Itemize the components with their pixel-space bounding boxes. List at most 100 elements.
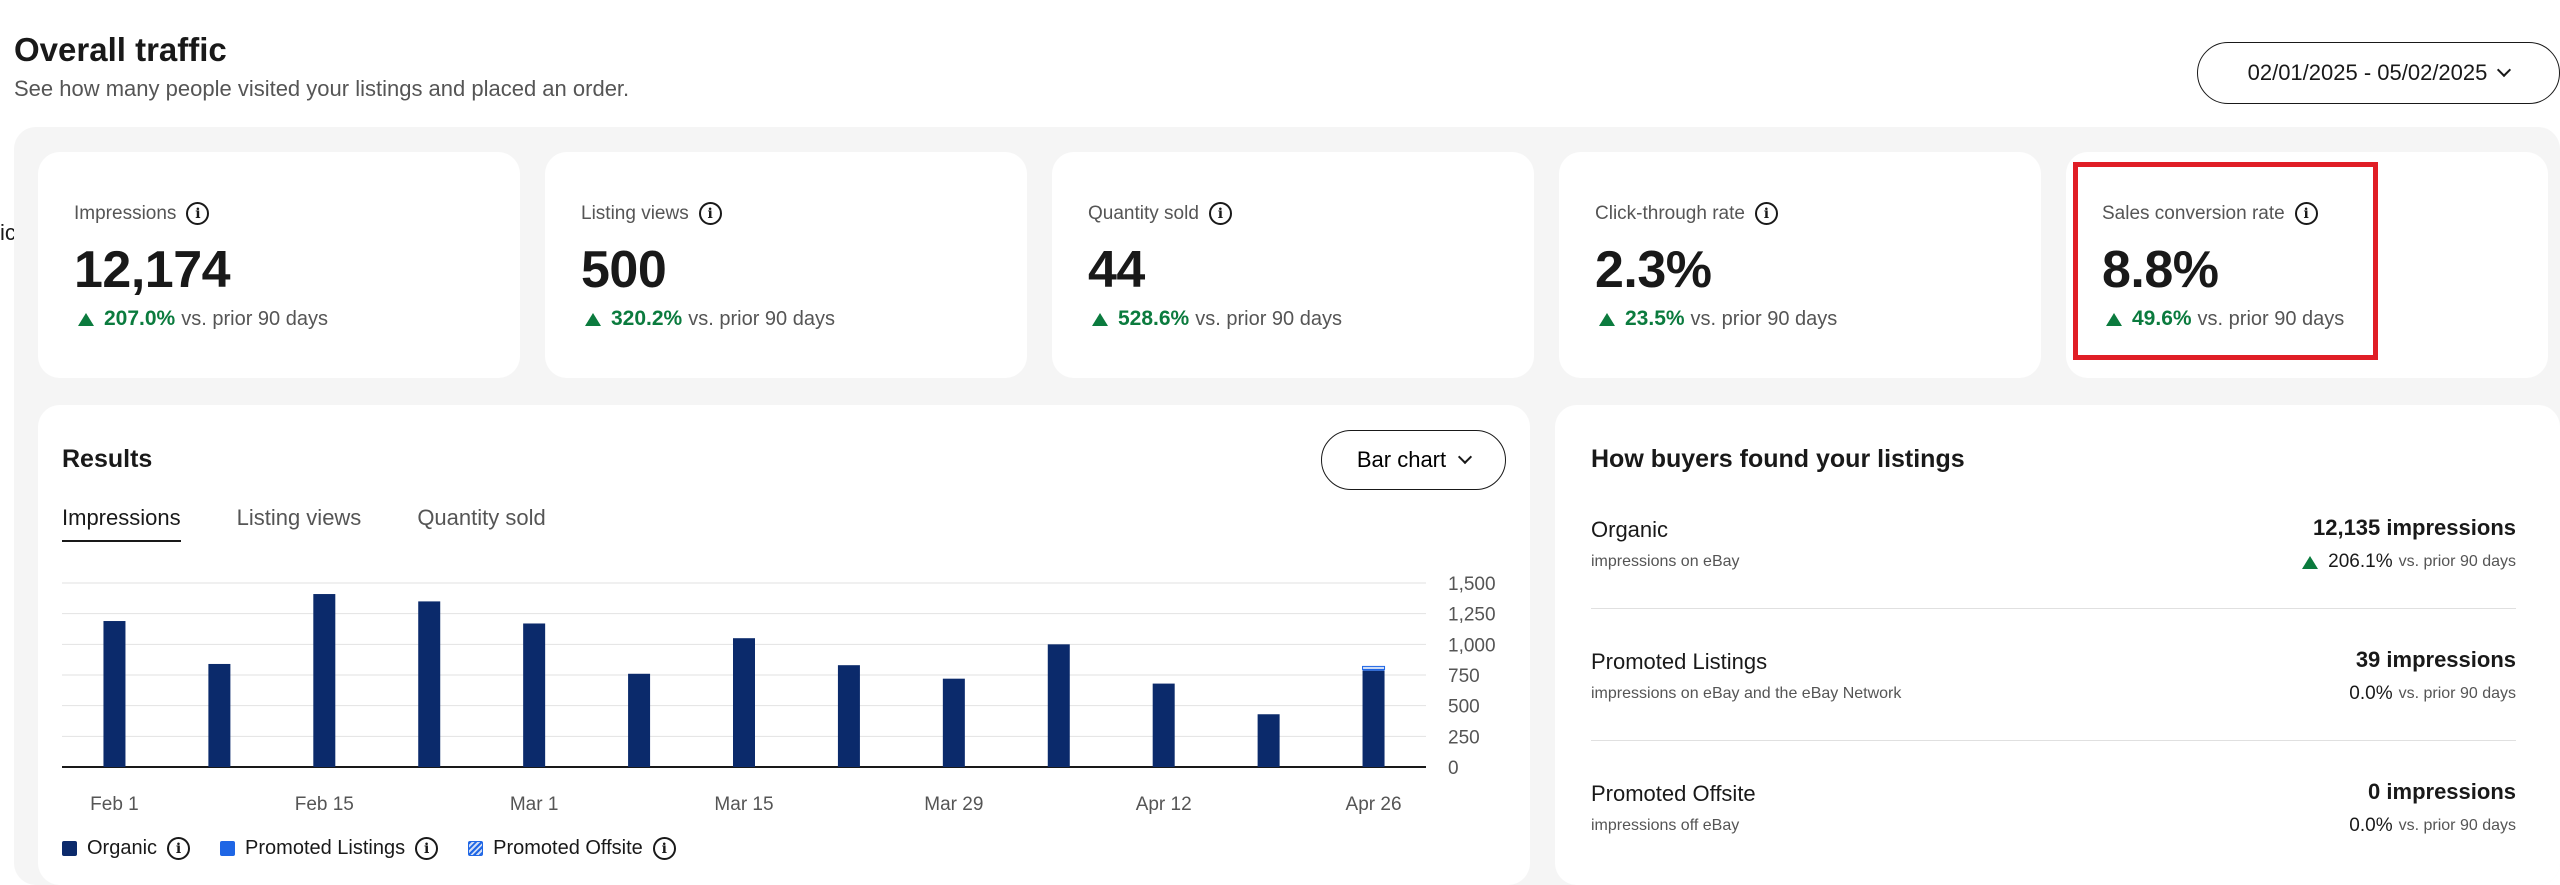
tab-quantity-sold[interactable]: Quantity sold	[417, 505, 546, 530]
divider	[1591, 608, 2516, 609]
metric-label: Quantity sold	[1088, 202, 1199, 224]
trend-up-icon	[1599, 312, 1615, 326]
impressions-bar-chart: 0 250 500 750 1,000 1,250 1,500 Feb 1 Feb 15 Mar …	[62, 574, 1496, 815]
source-name: Promoted Offsite	[1591, 781, 1756, 806]
results-card: Results Bar chart Impressions Listing vi…	[38, 405, 1530, 885]
y-tick-label: 250	[1448, 727, 1480, 748]
source-delta: 0.0%	[2349, 683, 2393, 704]
x-tick-label: Mar 29	[924, 794, 983, 815]
y-tick-label: 1,000	[1448, 635, 1496, 656]
legend-swatch	[468, 841, 484, 856]
trend-up-icon	[2302, 555, 2319, 569]
metric-delta: 207.0%	[104, 307, 176, 330]
info-icon[interactable]: i	[167, 837, 191, 860]
metric-delta-note: vs. prior 90 days	[2197, 307, 2345, 330]
bar-organic	[208, 663, 231, 767]
info-icon[interactable]: i	[1754, 202, 1778, 225]
bar-organic	[733, 638, 755, 767]
chart-type-dropdown[interactable]: Bar chart	[1321, 430, 1506, 490]
metric-card-click-through-rate: Click-through rate i 2.3% 23.5% vs. prior …	[1559, 152, 2041, 378]
page-header: Overall traffic See how many people visi…	[14, 30, 629, 102]
metric-card-sales-conversion-rate: Sales conversion rate i 8.8% 49.6% vs. pri…	[2066, 152, 2548, 378]
info-icon[interactable]: i	[698, 202, 722, 225]
trend-up-icon	[2106, 312, 2122, 326]
metric-delta-note: vs. prior 90 days	[688, 307, 835, 330]
bar-organic	[103, 621, 126, 767]
y-tick-label: 750	[1448, 666, 1480, 687]
metric-delta: 320.2%	[611, 307, 683, 330]
date-range-label: 02/01/2025 - 05/02/2025	[2247, 60, 2488, 85]
legend-item-organic: Organic i	[62, 837, 191, 860]
buyers-sources-card: How buyers found your listings Organic i…	[1555, 405, 2560, 885]
tab-listing-views[interactable]: Listing views	[236, 505, 362, 530]
x-tick-label: Apr 12	[1136, 794, 1192, 815]
source-desc: impressions on eBay and the eBay Network	[1591, 685, 1902, 702]
source-value: 12,135 impressions	[2312, 515, 2516, 540]
x-tick-label: Mar 15	[714, 794, 773, 815]
metric-delta: 528.6%	[1118, 307, 1190, 330]
metric-delta-note: vs. prior 90 days	[181, 307, 328, 330]
legend-swatch	[62, 841, 77, 856]
source-row-promoted-listings: Promoted Listings impressions on eBay an…	[1591, 647, 2516, 769]
bar-promoted-offsite	[1362, 665, 1386, 670]
trend-up-icon	[1092, 312, 1108, 326]
metric-value: 2.3%	[1595, 241, 1712, 299]
bar-organic	[1047, 644, 1070, 767]
trend-up-icon	[585, 312, 601, 326]
info-icon[interactable]: i	[2294, 202, 2318, 225]
x-tick-label: Mar 1	[510, 794, 559, 815]
source-delta: 206.1%	[2328, 551, 2393, 572]
results-title: Results	[62, 445, 153, 473]
source-desc: impressions off eBay	[1591, 817, 1740, 834]
x-tick-label: Apr 26	[1346, 794, 1402, 815]
legend-swatch	[220, 841, 236, 856]
bar-organic	[1257, 714, 1280, 767]
bar-organic	[942, 678, 965, 767]
source-row-organic: Organic impressions on eBay 12,135 impre…	[1591, 515, 2516, 637]
info-icon[interactable]: i	[415, 837, 439, 860]
divider	[1591, 740, 2516, 741]
date-range-button[interactable]: 02/01/2025 - 05/02/2025	[2197, 42, 2560, 104]
metric-delta: 49.6%	[2132, 307, 2192, 330]
source-desc: impressions on eBay	[1591, 553, 1740, 570]
metric-label: Impressions	[74, 202, 177, 224]
y-tick-label: 500	[1448, 697, 1480, 718]
trend-up-icon	[78, 312, 94, 326]
bar-organic	[1152, 683, 1175, 767]
metric-value: 8.8%	[2102, 241, 2219, 299]
source-name: Organic	[1591, 517, 1669, 542]
legend-item-promoted-offsite: Promoted Offsite i	[468, 837, 676, 860]
source-value: 39 impressions	[2355, 647, 2516, 672]
buyers-title: How buyers found your listings	[1591, 445, 1965, 473]
highlight-annotation-box	[2073, 162, 2378, 360]
info-icon[interactable]: i	[1208, 202, 1232, 225]
y-tick-label: 1,250	[1448, 605, 1496, 626]
metric-label: Sales conversion rate	[2102, 202, 2285, 224]
info-icon[interactable]: i	[652, 837, 676, 860]
source-delta: 0.0%	[2349, 815, 2393, 836]
source-delta-note: vs. prior 90 days	[2398, 553, 2516, 570]
page-title: Overall traffic	[14, 31, 227, 68]
legend-label: Organic	[87, 837, 158, 859]
y-tick-label: 0	[1448, 758, 1459, 779]
source-delta-note: vs. prior 90 days	[2398, 685, 2516, 702]
bar-organic	[628, 673, 651, 767]
chevron-down-icon	[2497, 62, 2512, 78]
legend-label: Promoted Listings	[245, 837, 406, 859]
chart-type-label: Bar chart	[1356, 447, 1447, 472]
chevron-down-icon	[1458, 449, 1473, 465]
metric-label: Listing views	[581, 202, 689, 224]
metric-delta-note: vs. prior 90 days	[1690, 307, 1838, 330]
metric-card-quantity-sold: Quantity sold i 44 528.6% vs. prior 90 day…	[1052, 152, 1534, 378]
bar-organic	[1362, 670, 1385, 767]
bar-promoted-listings	[1362, 669, 1385, 671]
bar-organic	[523, 623, 546, 767]
tab-impressions[interactable]: Impressions	[62, 505, 181, 542]
info-icon[interactable]: i	[186, 202, 210, 225]
metric-value: 500	[581, 241, 667, 299]
metric-card-listing-views: Listing views i 500 320.2% vs. prior 90 da…	[545, 152, 1027, 378]
source-name: Promoted Listings	[1591, 649, 1768, 674]
results-tabs: Impressions Listing views Quantity sold	[62, 505, 546, 542]
x-tick-label: Feb 1	[90, 794, 139, 815]
page-subtitle: See how many people visited your listing…	[14, 76, 630, 101]
